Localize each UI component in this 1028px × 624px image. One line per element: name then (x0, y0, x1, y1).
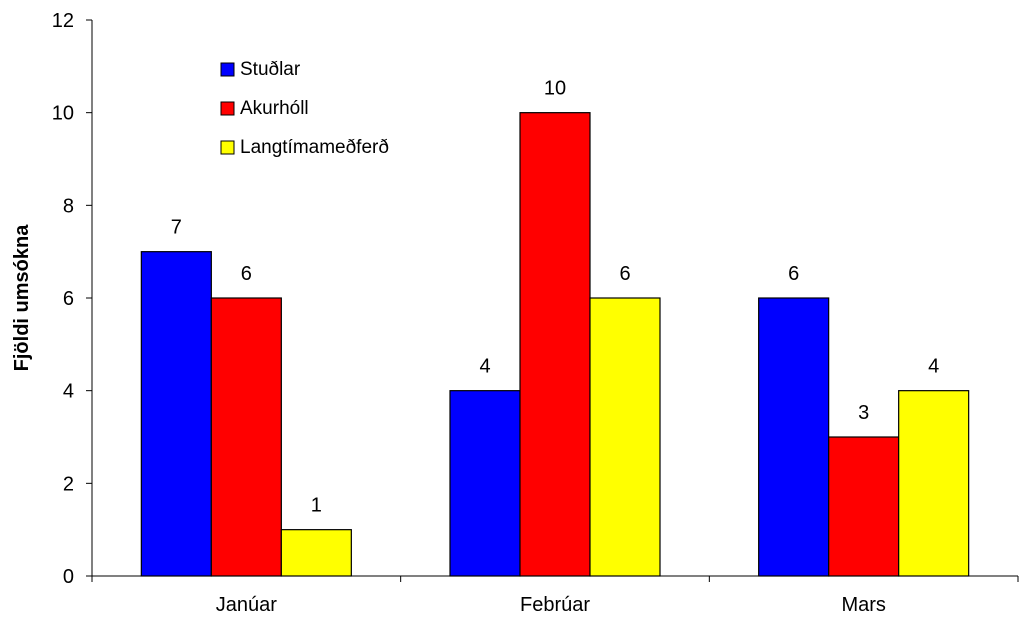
data-label: 4 (479, 356, 490, 378)
y-tick-label: 4 (63, 381, 74, 403)
data-label: 6 (788, 263, 799, 285)
bar (758, 297, 830, 577)
bar (280, 529, 352, 577)
y-tick-label: 0 (63, 566, 74, 588)
bar (140, 251, 212, 577)
legend-box (205, 45, 438, 169)
data-label: 6 (241, 263, 252, 285)
bar (210, 297, 282, 577)
bar (449, 390, 521, 577)
legend-swatch (220, 140, 235, 155)
bar (898, 390, 970, 577)
y-tick-label: 8 (63, 195, 74, 217)
axes: 0 2 4 6 8 10 12 Janúar Febrúar Mars (52, 10, 1019, 616)
legend: Stuðlar Akurhóll Langtímameðferð (205, 45, 438, 169)
data-label: 10 (544, 78, 566, 100)
legend-label: Akurhóll (240, 98, 309, 119)
y-tick-label: 12 (52, 10, 74, 32)
y-tick-label: 6 (63, 288, 74, 310)
data-label: 1 (311, 495, 322, 517)
bars (140, 112, 970, 577)
data-label: 3 (858, 402, 869, 424)
data-label: 6 (619, 263, 630, 285)
x-tick-label: Febrúar (520, 594, 590, 616)
legend-label: Stuðlar (240, 59, 301, 80)
x-tick-label: Mars (841, 594, 885, 616)
y-tick-label: 2 (63, 473, 74, 495)
bar (519, 112, 591, 577)
x-tick-label: Janúar (216, 594, 277, 616)
legend-swatch (220, 62, 235, 77)
legend-label: Langtímameðferð (240, 137, 389, 158)
y-axis-label: Fjöldi umsókna (11, 224, 33, 372)
data-label: 4 (928, 356, 939, 378)
y-tick-label: 10 (52, 103, 74, 125)
bar (828, 436, 900, 577)
data-label: 7 (171, 217, 182, 239)
legend-swatch (220, 101, 235, 116)
bar (589, 297, 661, 577)
